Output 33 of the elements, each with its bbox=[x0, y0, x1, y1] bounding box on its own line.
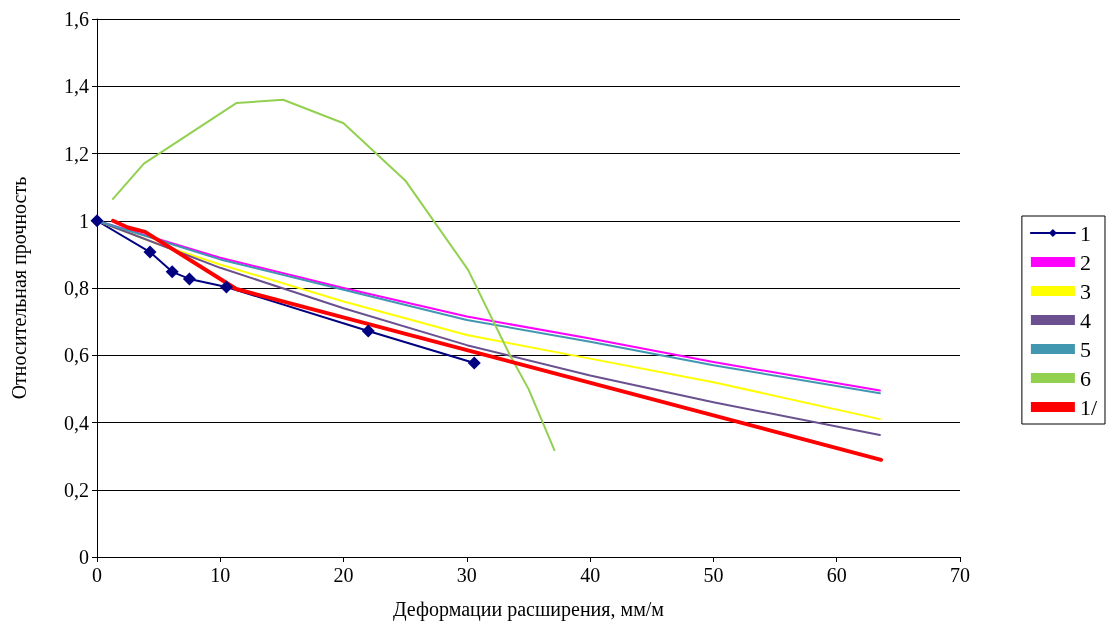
y-tick-label: 1,4 bbox=[64, 75, 89, 98]
y-tick-label: 0,6 bbox=[64, 344, 89, 367]
y-tick-label: 0,8 bbox=[64, 277, 89, 299]
x-tick-label: 10 bbox=[210, 564, 231, 586]
legend-label: 2 bbox=[1079, 249, 1091, 275]
y-axis-title: Относительная прочность bbox=[8, 176, 31, 400]
point bbox=[467, 356, 481, 370]
x-tick-label: 60 bbox=[826, 564, 847, 586]
legend-label: 3 bbox=[1079, 278, 1091, 304]
point bbox=[182, 272, 196, 286]
legend-label: 5 bbox=[1079, 336, 1091, 362]
y-tick-label: 1 bbox=[79, 209, 89, 232]
x-tick-label: 40 bbox=[580, 564, 601, 586]
point bbox=[165, 265, 179, 279]
y-tick-label: 0,4 bbox=[64, 411, 89, 434]
point bbox=[361, 324, 375, 338]
x-tick-label: 30 bbox=[456, 564, 477, 586]
x-tick-label: 20 bbox=[333, 564, 354, 586]
x-tick-label: 70 bbox=[950, 564, 970, 586]
point bbox=[90, 214, 104, 228]
x-axis-title: Деформации расширения, мм/м bbox=[392, 598, 665, 621]
legend-label: 4 bbox=[1079, 307, 1091, 333]
y-tick-label: 0,2 bbox=[64, 478, 89, 501]
legend-label: 1/ bbox=[1079, 394, 1098, 420]
line-series bbox=[112, 98, 556, 452]
y-tick-label: 1,6 bbox=[64, 8, 89, 30]
point bbox=[219, 280, 233, 294]
point bbox=[143, 245, 157, 259]
y-tick-label: 1,2 bbox=[64, 142, 89, 165]
legend-label: 6 bbox=[1079, 365, 1091, 391]
y-tick-label: 0 bbox=[79, 546, 89, 568]
x-tick-label: 50 bbox=[703, 564, 724, 586]
legend-label: 1 bbox=[1079, 220, 1091, 246]
